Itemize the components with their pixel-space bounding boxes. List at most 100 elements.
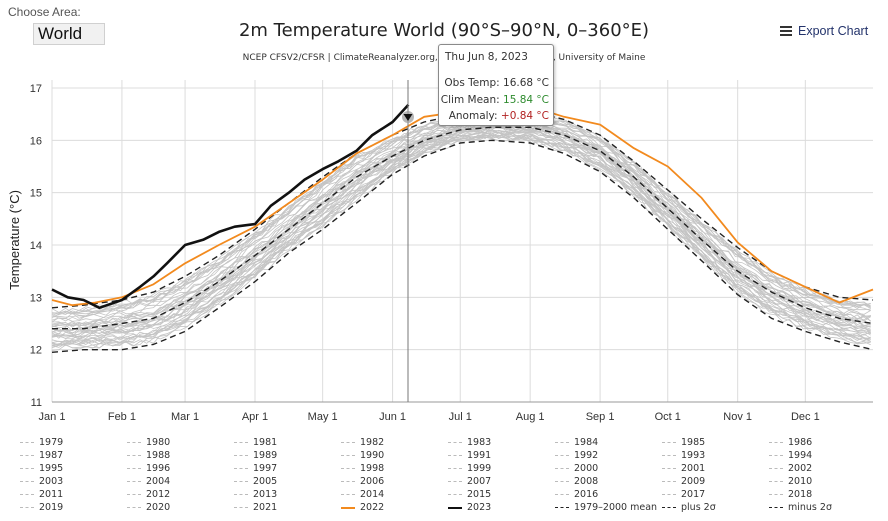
legend-item[interactable]: 1979 [20,437,63,448]
legend-item[interactable]: 2010 [769,476,812,487]
legend-item[interactable]: 1993 [662,450,705,461]
background-year-line [51,134,871,349]
legend-swatch [234,507,248,508]
legend-swatch [448,481,462,482]
legend-item[interactable]: 2016 [555,489,598,500]
legend-item[interactable]: 2008 [555,476,598,487]
legend-swatch [127,455,141,456]
tooltip-clim-label: Clim Mean: [440,94,500,106]
legend-label: 1991 [467,450,492,461]
background-year-line [51,133,871,346]
legend-swatch [127,468,141,469]
legend-item[interactable]: 1991 [448,450,491,461]
legend-swatch [341,481,355,482]
tooltip-obs-value: 16.68 °C [503,77,549,89]
legend-item[interactable]: 1979–2000 mean [555,502,657,513]
area-select[interactable]: World [33,23,105,45]
tooltip-anom-row: Anomaly: +0.84 °C [439,110,549,122]
legend-item[interactable]: 1996 [127,463,170,474]
export-chart-button[interactable]: Export Chart [780,24,868,38]
legend-item[interactable]: 2020 [127,502,170,513]
legend-label: 2002 [788,463,813,474]
legend-item[interactable]: 1986 [769,437,812,448]
legend-label: 1988 [146,450,171,461]
legend-item[interactable]: 2011 [20,489,63,500]
legend-item[interactable]: 2015 [448,489,491,500]
legend-swatch [662,481,676,482]
legend-item[interactable]: 2001 [662,463,705,474]
legend-item[interactable]: 2018 [769,489,812,500]
legend-item[interactable]: 1990 [341,450,384,461]
legend-label: 2022 [360,502,385,513]
legend-item[interactable]: 1988 [127,450,170,461]
legend-item[interactable]: 1992 [555,450,598,461]
legend-item[interactable]: 1980 [127,437,170,448]
background-year-line [51,124,871,332]
legend-item[interactable]: 2006 [341,476,384,487]
legend-item[interactable]: 1987 [20,450,63,461]
legend-item[interactable]: 2000 [555,463,598,474]
legend-swatch [662,442,676,443]
legend-item[interactable]: 2023 [448,502,491,513]
series-line-1979-2000-mean [52,126,874,330]
legend-swatch [555,455,569,456]
background-year-line [51,135,871,346]
legend-item[interactable]: 2007 [448,476,491,487]
legend-label: 2004 [146,476,171,487]
legend-swatch [555,442,569,443]
legend-label: 2020 [146,502,171,513]
y-tick-label: 11 [31,397,42,409]
legend-label: 2019 [39,502,64,513]
legend-item[interactable]: 2002 [769,463,812,474]
legend-swatch [662,494,676,495]
legend-swatch [234,481,248,482]
legend-item[interactable]: 2003 [20,476,63,487]
legend-swatch [127,494,141,495]
legend-item[interactable]: 2005 [234,476,277,487]
y-tick-label: 12 [30,345,42,357]
y-tick-label: 16 [30,135,42,147]
x-tick-label: Aug 1 [516,411,545,423]
legend-swatch [234,494,248,495]
tooltip-clim-value: 15.84 °C [503,94,549,106]
legend-item[interactable]: plus 2σ [662,502,716,513]
legend-swatch [234,455,248,456]
legend-item[interactable]: 1981 [234,437,277,448]
tooltip-obs-row: Obs Temp: 16.68 °C [439,77,549,89]
legend-item[interactable]: 2021 [234,502,277,513]
legend-label: 1983 [467,437,492,448]
legend-item[interactable]: 2012 [127,489,170,500]
legend-item[interactable]: 1999 [448,463,491,474]
legend-item[interactable]: 1989 [234,450,277,461]
legend-item[interactable]: 2022 [341,502,384,513]
x-tick-label: Apr 1 [242,411,268,423]
legend-item[interactable]: 2013 [234,489,277,500]
legend-label: 1985 [681,437,706,448]
legend-swatch [448,494,462,495]
legend-item[interactable]: 2004 [127,476,170,487]
legend-item[interactable]: 2009 [662,476,705,487]
legend-item[interactable]: 1984 [555,437,598,448]
legend-item[interactable]: 1998 [341,463,384,474]
legend-swatch [555,481,569,482]
x-tick-label: Oct 1 [655,411,681,423]
legend-item[interactable]: 1994 [769,450,812,461]
legend-item[interactable]: 2014 [341,489,384,500]
tooltip-clim-row: Clim Mean: 15.84 °C [439,94,549,106]
legend-label: 2012 [146,489,171,500]
legend-item[interactable]: minus 2σ [769,502,832,513]
legend-item[interactable]: 1985 [662,437,705,448]
legend-item[interactable]: 2019 [20,502,63,513]
legend-label: 2017 [681,489,706,500]
y-axis-ticks: 11 12 13 14 15 16 17 [30,83,42,409]
legend-label: 2021 [253,502,278,513]
legend-item[interactable]: 1983 [448,437,491,448]
legend-item[interactable]: 2017 [662,489,705,500]
legend-item[interactable]: 1997 [234,463,277,474]
legend-swatch [341,442,355,443]
legend-item[interactable]: 1995 [20,463,63,474]
legend-swatch [448,442,462,443]
legend-item[interactable]: 1982 [341,437,384,448]
background-year-line [51,131,871,344]
x-tick-label: Dec 1 [791,411,820,423]
